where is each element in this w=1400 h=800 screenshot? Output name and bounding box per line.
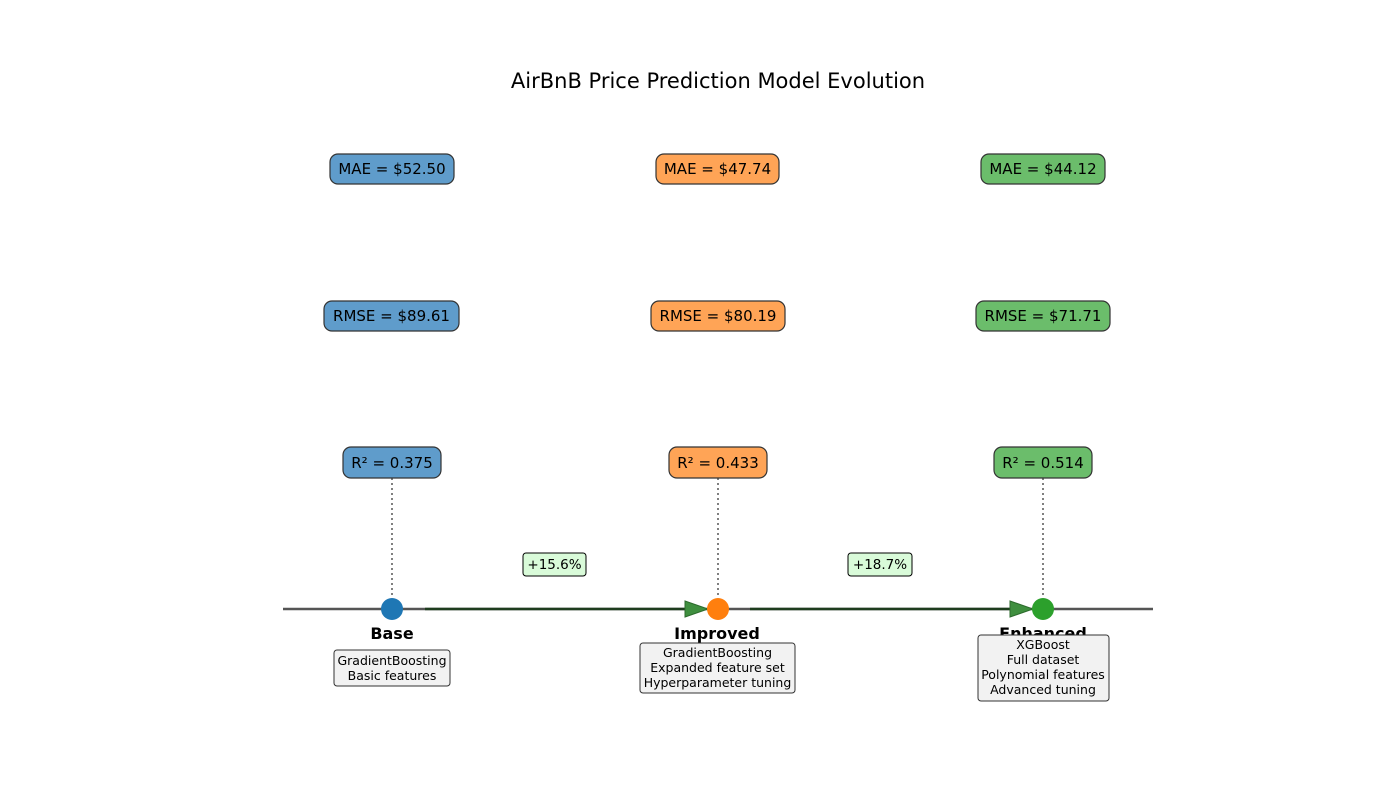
svg-text:MAE = $52.50: MAE = $52.50 xyxy=(338,160,445,178)
arrowhead-icon xyxy=(1009,600,1035,618)
stage-description: GradientBoosting Basic features xyxy=(333,649,451,687)
svg-text:Basic features: Basic features xyxy=(348,668,437,683)
svg-text:+18.7%: +18.7% xyxy=(853,557,907,573)
mae-badge: MAE = $47.74 xyxy=(655,153,780,185)
stage-improved: MAE = $47.74 RMSE = $80.19 R² = 0.433 Im… xyxy=(639,153,796,694)
stage-description: GradientBoosting Expanded feature set Hy… xyxy=(639,642,796,694)
svg-text:Hyperparameter tuning: Hyperparameter tuning xyxy=(644,675,792,690)
arrowhead-icon xyxy=(684,600,710,618)
stage-marker xyxy=(707,598,729,620)
svg-text:GradientBoosting: GradientBoosting xyxy=(663,645,772,660)
rmse-badge: RMSE = $80.19 xyxy=(650,300,786,332)
svg-text:Expanded feature set: Expanded feature set xyxy=(650,660,785,675)
improvement-badge-1: +15.6% xyxy=(522,552,587,577)
svg-text:+15.6%: +15.6% xyxy=(527,557,581,573)
mae-badge: MAE = $44.12 xyxy=(980,153,1106,185)
svg-text:XGBoost: XGBoost xyxy=(1016,637,1070,652)
svg-text:RMSE = $80.19: RMSE = $80.19 xyxy=(660,307,777,325)
svg-text:GradientBoosting: GradientBoosting xyxy=(337,653,446,668)
improvement-badge-2: +18.7% xyxy=(847,552,913,577)
chart-title: AirBnB Price Prediction Model Evolution xyxy=(511,69,925,93)
r2-badge: R² = 0.375 xyxy=(342,446,442,479)
mae-badge: MAE = $52.50 xyxy=(329,153,455,185)
svg-text:R² = 0.514: R² = 0.514 xyxy=(1002,454,1083,472)
svg-text:MAE = $44.12: MAE = $44.12 xyxy=(989,160,1096,178)
svg-text:RMSE = $89.61: RMSE = $89.61 xyxy=(333,307,450,325)
svg-text:MAE = $47.74: MAE = $47.74 xyxy=(664,160,771,178)
r2-badge: R² = 0.433 xyxy=(668,446,768,479)
stage-enhanced: MAE = $44.12 RMSE = $71.71 R² = 0.514 En… xyxy=(975,153,1111,702)
svg-text:RMSE = $71.71: RMSE = $71.71 xyxy=(985,307,1102,325)
stage-base: MAE = $52.50 RMSE = $89.61 R² = 0.375 Ba… xyxy=(323,153,460,687)
r2-badge: R² = 0.514 xyxy=(993,446,1093,479)
stage-marker xyxy=(381,598,403,620)
rmse-badge: RMSE = $89.61 xyxy=(323,300,460,332)
stage-marker xyxy=(1032,598,1054,620)
svg-text:R² = 0.433: R² = 0.433 xyxy=(677,454,758,472)
transition-arrow-improved-to-enhanced xyxy=(750,600,1035,618)
rmse-badge: RMSE = $71.71 xyxy=(975,300,1111,332)
svg-text:Full dataset: Full dataset xyxy=(1007,652,1080,667)
stage-label: Improved xyxy=(674,624,760,643)
svg-text:Polynomial features: Polynomial features xyxy=(981,667,1105,682)
stage-description: XGBoost Full dataset Polynomial features… xyxy=(977,634,1110,702)
svg-text:R² = 0.375: R² = 0.375 xyxy=(351,454,432,472)
stage-label: Base xyxy=(370,624,414,643)
svg-text:Advanced tuning: Advanced tuning xyxy=(990,682,1096,697)
transition-arrow-base-to-improved xyxy=(425,600,710,618)
